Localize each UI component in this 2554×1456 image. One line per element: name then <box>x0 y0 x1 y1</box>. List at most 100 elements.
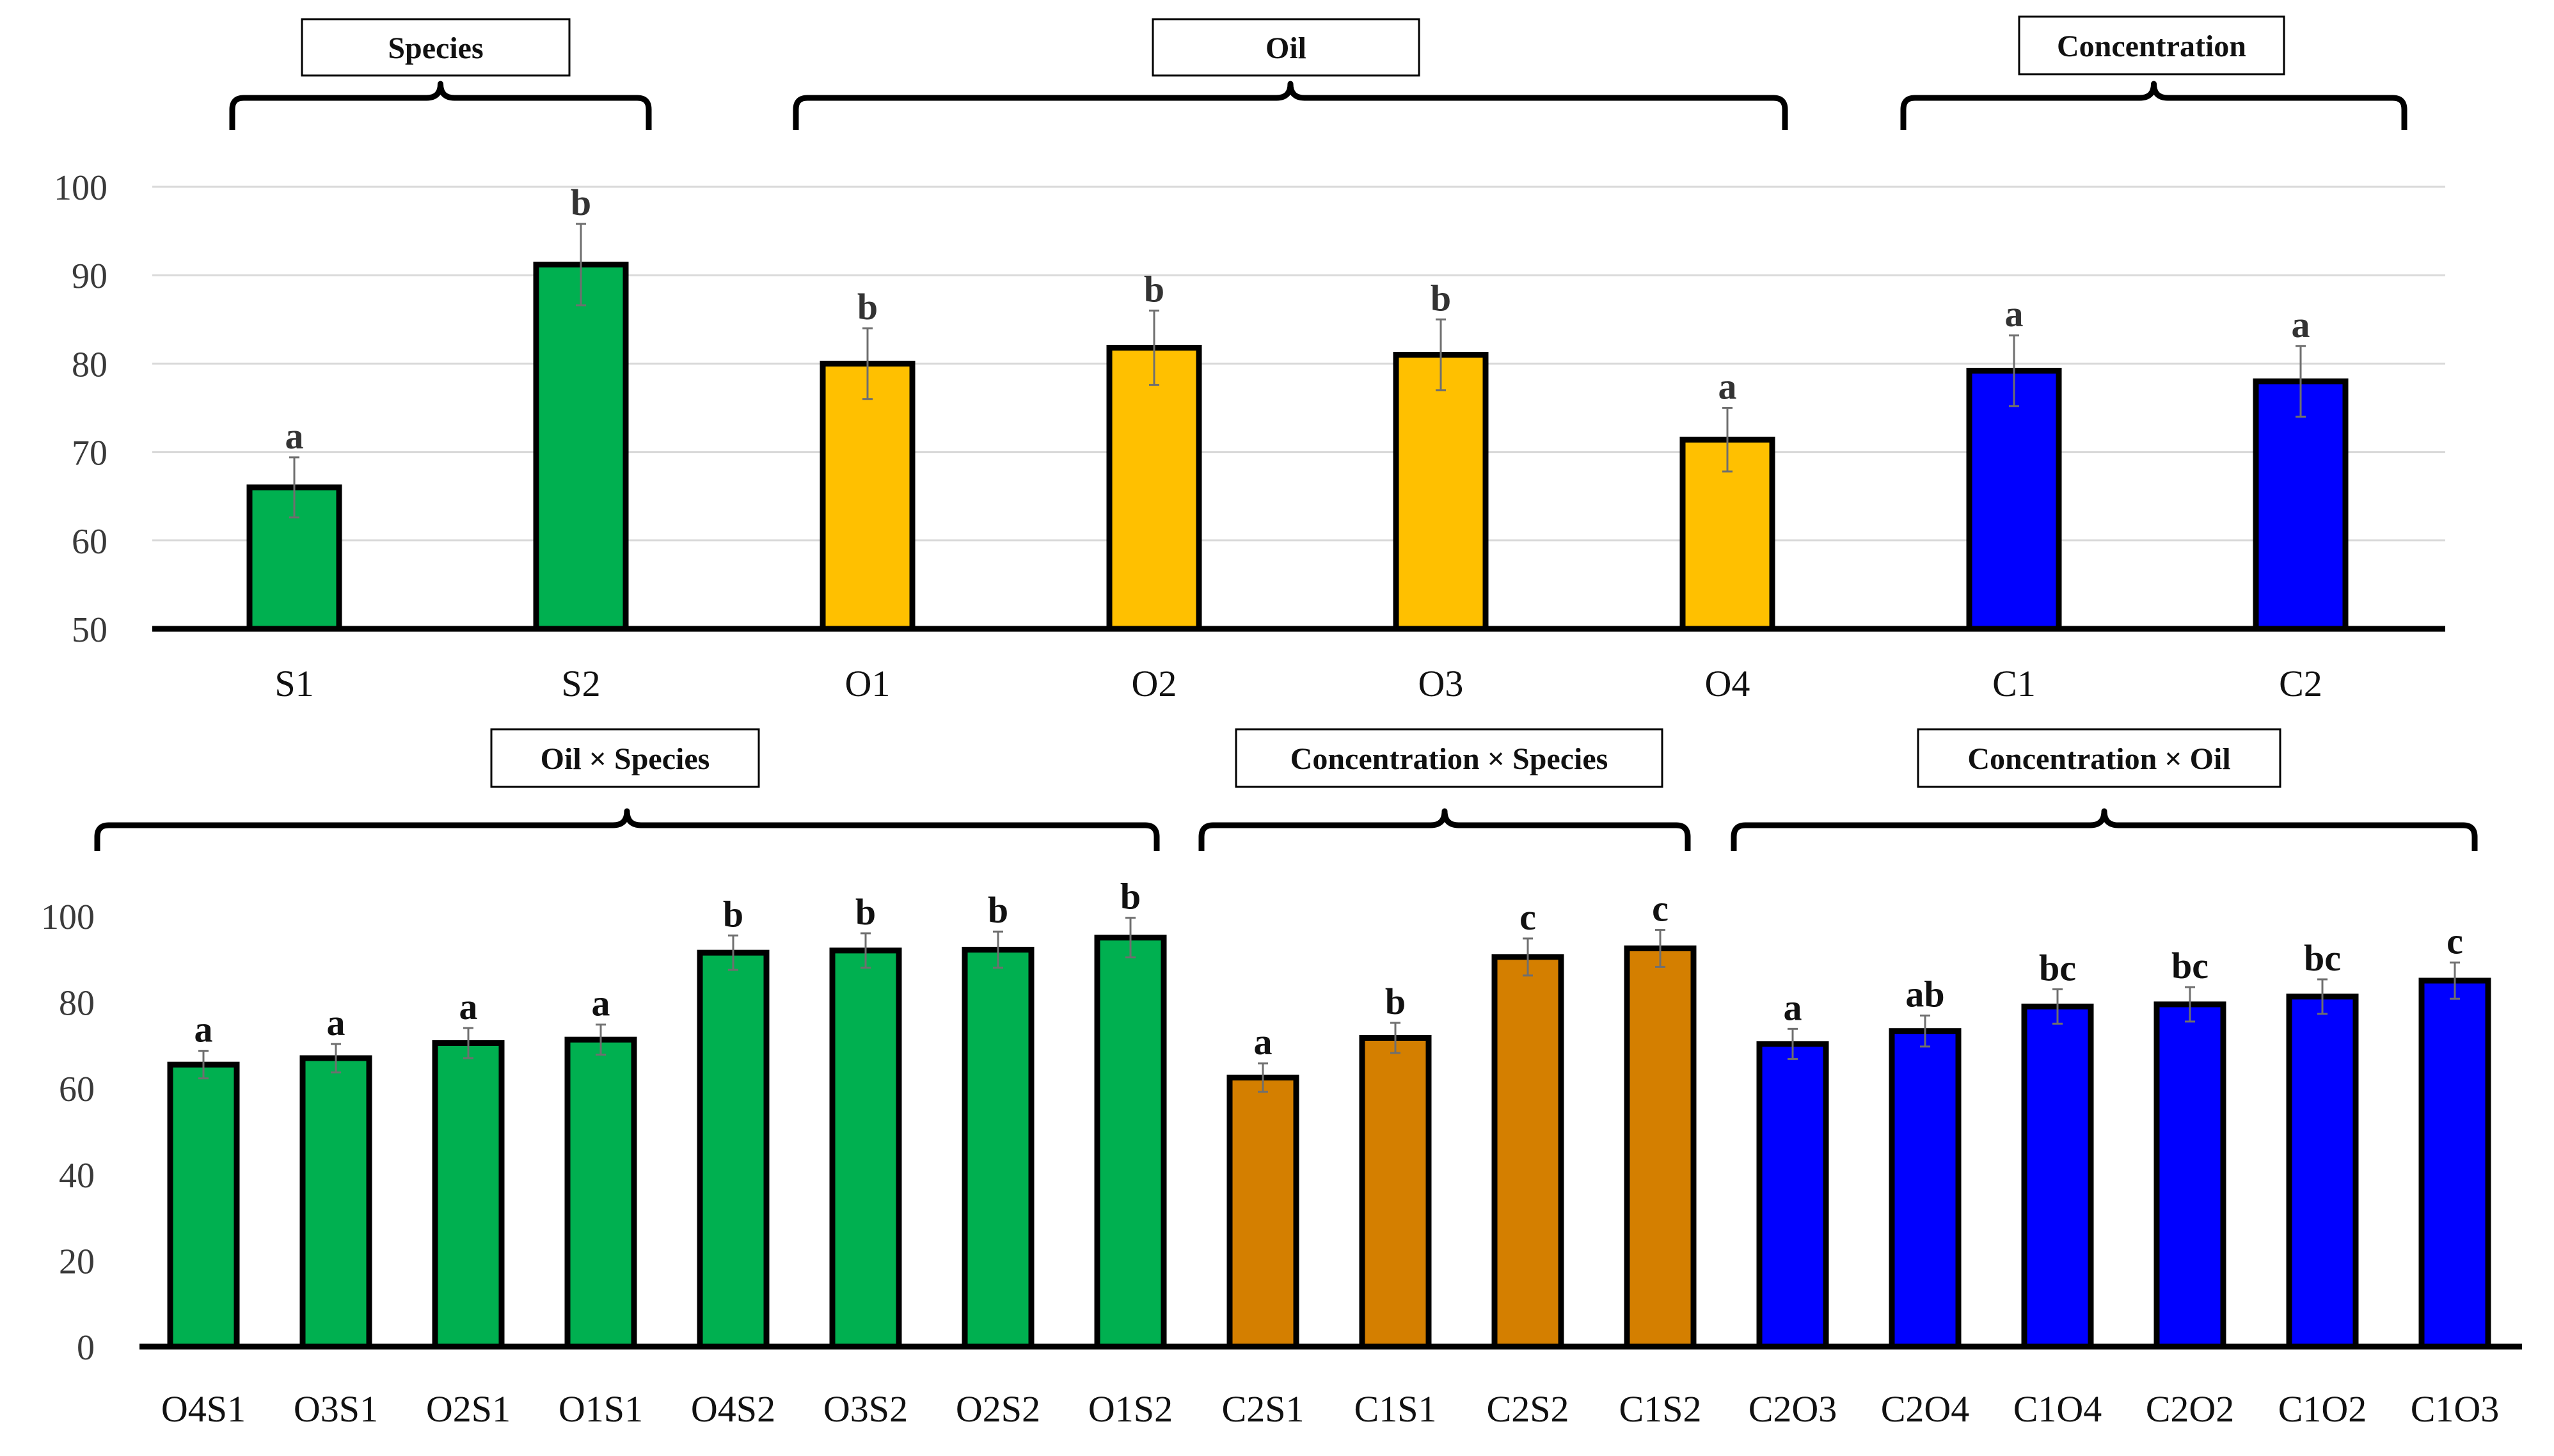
error-bar-O1S1 <box>596 1024 606 1056</box>
significance-label: b <box>988 889 1008 931</box>
y-tick-label: 20 <box>59 1242 95 1281</box>
bar-C1S1 <box>1359 1034 1432 1350</box>
error-bar-O2 <box>1149 309 1159 386</box>
x-tick-label: S2 <box>561 663 600 704</box>
group-label-box <box>490 728 760 788</box>
significance-label: b <box>1144 268 1164 310</box>
significance-label: a <box>285 415 304 457</box>
x-tick-label: C2O4 <box>1881 1388 1970 1430</box>
x-tick-label: C2 <box>2279 663 2322 704</box>
x-tick-label: C1S1 <box>1354 1388 1437 1430</box>
error-bar-O2S2 <box>993 930 1003 969</box>
error-bar-O3S1 <box>331 1043 341 1073</box>
bar-C2O2 <box>2153 1001 2226 1350</box>
significance-label: a <box>1784 986 1802 1028</box>
x-tick-label: C1O3 <box>2411 1388 2500 1430</box>
bar-O3S1 <box>299 1055 372 1350</box>
y-tick-label: 60 <box>72 522 107 562</box>
error-bar-O4S1 <box>198 1050 209 1080</box>
significance-label: b <box>723 893 743 935</box>
y-tick-label: 90 <box>72 257 107 296</box>
bar-O2 <box>1106 345 1202 632</box>
significance-label: bc <box>2304 937 2341 979</box>
significance-label: b <box>571 182 591 223</box>
error-bar-C1O2 <box>2317 978 2328 1015</box>
y-tick-label: 100 <box>54 168 107 208</box>
y-tick-label: 40 <box>59 1156 95 1196</box>
significance-label: ab <box>1905 973 1944 1015</box>
x-tick-label: O4S1 <box>161 1388 246 1430</box>
significance-label: c <box>1652 888 1669 930</box>
group-label: Concentration × Oil <box>1967 742 2230 776</box>
error-bar-S1 <box>289 456 299 519</box>
bar-C1S2 <box>1624 945 1697 1350</box>
bar-C2 <box>2253 378 2349 632</box>
x-tick-label: C1 <box>1992 663 2036 704</box>
error-bar-S2 <box>576 223 586 306</box>
bar-O1S2 <box>1094 935 1167 1350</box>
significance-label: b <box>855 891 876 933</box>
error-bar-C1S1 <box>1390 1022 1400 1054</box>
significance-label: a <box>2292 304 2310 345</box>
significance-label: a <box>2005 293 2024 335</box>
y-tick-label: 80 <box>72 345 107 384</box>
group-bracket <box>1900 81 2407 130</box>
x-tick-label: C2S2 <box>1487 1388 1569 1430</box>
group-label-box <box>2018 15 2285 75</box>
significance-label: a <box>1254 1021 1273 1063</box>
group-bracket <box>94 808 1160 851</box>
bar-C2O3 <box>1756 1041 1829 1350</box>
x-tick-label: O4 <box>1705 663 1750 704</box>
bar-O3 <box>1393 352 1489 632</box>
group-bracket <box>793 81 1788 130</box>
x-tick-label: C2O3 <box>1749 1388 1837 1430</box>
bar-C1O2 <box>2286 993 2359 1350</box>
error-bar-O4 <box>1722 407 1733 473</box>
bar-O1S1 <box>564 1036 637 1350</box>
x-tick-label: C2S1 <box>1222 1388 1305 1430</box>
bar-C1O4 <box>2021 1003 2094 1350</box>
bar-C2O4 <box>1889 1028 1962 1350</box>
bar-O4S1 <box>167 1061 240 1350</box>
bar-O3S2 <box>829 947 902 1350</box>
error-bar-O1S2 <box>1125 917 1136 959</box>
y-tick-label: 70 <box>72 434 107 473</box>
x-tick-label: O3S2 <box>823 1388 908 1430</box>
error-bar-O1 <box>862 327 873 400</box>
x-tick-label: O2 <box>1132 663 1177 704</box>
x-tick-label: C1S2 <box>1619 1388 1702 1430</box>
group-label-box <box>1152 18 1420 77</box>
error-bar-C1O4 <box>2052 988 2063 1025</box>
panel-top: 50 60 70 80 90 100 a S1 b S2 b O1 b O2 b O3 a O4 a C1 a C2 Spe… <box>54 15 2445 704</box>
significance-label: a <box>459 986 478 1027</box>
significance-label: a <box>327 1002 345 1043</box>
significance-label: bc <box>2039 947 2076 988</box>
significance-label: c <box>2447 921 2463 962</box>
bar-O2S2 <box>962 946 1035 1350</box>
significance-label: a <box>1718 366 1737 408</box>
bar-O1 <box>820 360 916 632</box>
x-tick-label: O2S2 <box>956 1388 1040 1430</box>
group-label-box <box>301 18 571 77</box>
error-bar-C1 <box>2009 334 2019 408</box>
group-label-box <box>1917 728 2281 788</box>
error-bar-O4S2 <box>728 934 738 971</box>
significance-label: c <box>1519 896 1536 938</box>
significance-label: b <box>1431 277 1451 319</box>
group-bracket <box>1731 808 2478 851</box>
x-tick-label: C1O4 <box>2013 1388 2102 1430</box>
x-tick-label: C1O2 <box>2278 1388 2367 1430</box>
group-label: Species <box>388 31 483 65</box>
x-tick-label: O1S2 <box>1088 1388 1173 1430</box>
error-bar-O2S1 <box>463 1027 473 1059</box>
error-bar-C2S1 <box>1258 1062 1268 1093</box>
x-tick-label: C2O2 <box>2146 1388 2235 1430</box>
bar-O2S1 <box>432 1040 505 1350</box>
bar-C2S2 <box>1491 954 1564 1350</box>
significance-label: b <box>1120 876 1141 917</box>
y-tick-label: 60 <box>59 1070 95 1109</box>
bar-C2S1 <box>1226 1074 1299 1350</box>
significance-label: b <box>1385 981 1406 1022</box>
group-bracket <box>1198 808 1691 851</box>
x-tick-label: O4S2 <box>691 1388 775 1430</box>
